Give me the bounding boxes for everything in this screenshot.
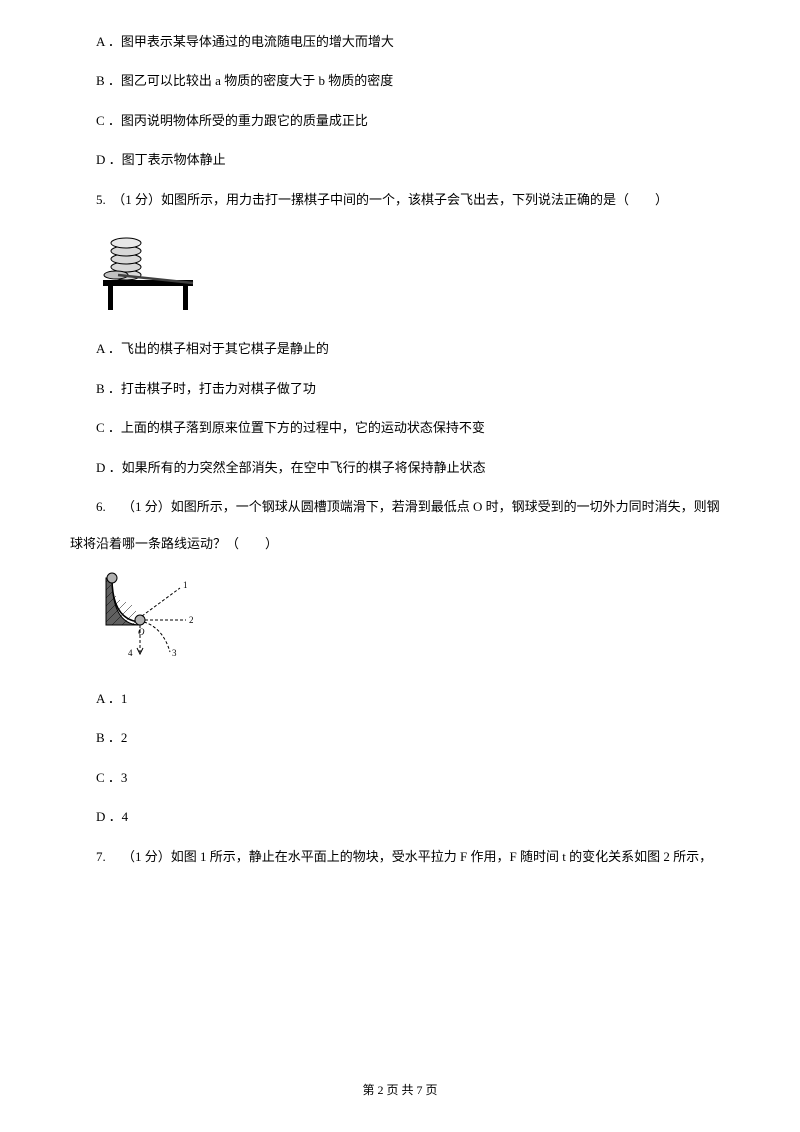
question-6-option-b: B ．2 <box>70 726 730 749</box>
svg-text:O: O <box>138 627 145 637</box>
question-6-text-line2: 球将沿着哪一条路线运动？（ ） <box>70 532 730 555</box>
chess-pieces-icon <box>98 225 198 310</box>
question-6-option-c: C ．3 <box>70 766 730 789</box>
question-5-option-d: D ．如果所有的力突然全部消失，在空中飞行的棋子将保持静止状态 <box>70 456 730 479</box>
question-5-option-c: C ．上面的棋子落到原来位置下方的过程中，它的运动状态保持不变 <box>70 416 730 439</box>
question-6-option-d: D ．4 <box>70 805 730 828</box>
option-b-initial: B ．图乙可以比较出 a 物质的密度大于 b 物质的密度 <box>70 69 730 92</box>
page-footer: 第 2 页 共 7 页 <box>0 1080 800 1102</box>
ball-trajectory-icon: O 1 2 3 4 <box>98 570 203 660</box>
question-7-text: 7. （1 分）如图 1 所示，静止在水平面上的物块，受水平拉力 F 作用，F … <box>70 845 730 868</box>
question-6-figure: O 1 2 3 4 <box>98 570 730 667</box>
option-d-initial: D ．图丁表示物体静止 <box>70 148 730 171</box>
question-6-text-line1: 6. （1 分）如图所示，一个钢球从圆槽顶端滑下，若滑到最低点 O 时，钢球受到… <box>70 495 730 518</box>
question-5-option-b: B ．打击棋子时，打击力对棋子做了功 <box>70 377 730 400</box>
question-5-option-a: A ．飞出的棋子相对于其它棋子是静止的 <box>70 337 730 360</box>
question-6-option-a: A ．1 <box>70 687 730 710</box>
svg-text:1: 1 <box>183 580 188 590</box>
question-5-text: 5. （1 分）如图所示，用力击打一摞棋子中间的一个，该棋子会飞出去，下列说法正… <box>70 188 730 211</box>
question-5-figure <box>98 225 730 317</box>
option-a-initial: A ．图甲表示某导体通过的电流随电压的增大而增大 <box>70 30 730 53</box>
svg-text:2: 2 <box>189 615 194 625</box>
svg-text:4: 4 <box>128 648 133 658</box>
option-c-initial: C ．图丙说明物体所受的重力跟它的质量成正比 <box>70 109 730 132</box>
svg-text:3: 3 <box>172 648 177 658</box>
